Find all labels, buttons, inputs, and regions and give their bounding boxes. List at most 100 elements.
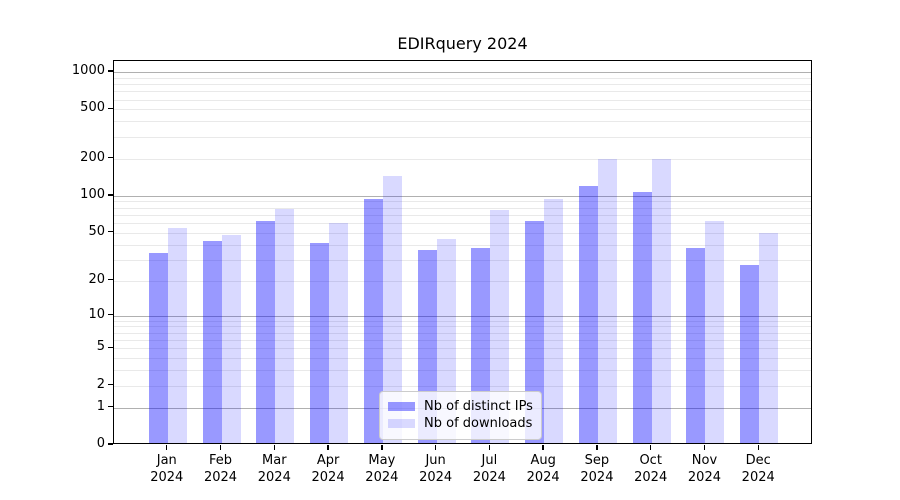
bar-distinct-ips-aug: [525, 221, 545, 443]
legend-label: Nb of downloads: [424, 416, 533, 431]
bar-downloads-may: [382, 175, 402, 443]
x-tick-label: Nov 2024: [687, 453, 721, 485]
bar-downloads-jul: [490, 209, 510, 443]
gridline-minor: [114, 223, 811, 225]
y-tick-mark: [108, 443, 113, 445]
bar-distinct-ips-nov: [686, 248, 706, 443]
legend-item-downloads: Nb of downloads: [388, 415, 533, 432]
x-tick-mark: [327, 444, 329, 450]
gridline-minor: [114, 385, 811, 387]
x-tick-mark: [219, 444, 222, 450]
y-tick-mark: [108, 70, 113, 72]
gridline-minor: [114, 99, 811, 101]
x-tick-label: Apr 2024: [311, 453, 345, 485]
gridline-minor: [114, 121, 811, 123]
gridline-minor: [114, 136, 811, 138]
x-tick-label: Jul 2024: [472, 453, 506, 485]
bar-distinct-ips-oct: [632, 192, 652, 443]
y-tick-label: 2: [96, 376, 105, 392]
gridline-minor: [114, 320, 811, 322]
y-tick-mark: [108, 405, 113, 408]
bar-distinct-ips-may: [363, 199, 383, 443]
bar-distinct-ips-mar: [256, 221, 276, 443]
x-tick-mark: [757, 444, 759, 450]
gridline-minor: [114, 332, 811, 334]
legend-item-distinct-ips: Nb of distinct IPs: [388, 398, 533, 415]
gridline-minor: [114, 214, 811, 216]
plot-area: Nb of distinct IPs Nb of downloads: [113, 60, 812, 444]
gridline-minor: [114, 358, 811, 360]
x-tick-mark: [273, 444, 275, 450]
gridline-minor: [114, 348, 811, 350]
gridline-minor: [114, 84, 811, 86]
x-tick-mark: [649, 444, 652, 450]
gridline-minor: [114, 91, 811, 93]
gridline-minor: [114, 232, 811, 234]
x-tick-label: Sep 2024: [580, 453, 614, 485]
bar-distinct-ips-sep: [578, 186, 598, 443]
x-tick-mark: [434, 444, 437, 450]
bar-downloads-jan: [167, 227, 187, 443]
y-tick-label: 100: [80, 186, 105, 202]
gridline-major: [114, 72, 811, 73]
y-tick-label: 5: [96, 339, 105, 355]
x-tick-mark: [542, 444, 544, 450]
legend-swatch-downloads: [388, 419, 415, 428]
bar-distinct-ips-jan: [148, 252, 168, 443]
gridline-minor: [114, 259, 811, 261]
y-tick-mark: [108, 107, 113, 110]
y-tick-mark: [108, 278, 113, 281]
x-tick-mark: [488, 444, 491, 450]
bar-downloads-nov: [705, 221, 725, 443]
chart-title: EDIRquery 2024: [397, 34, 528, 53]
x-tick-mark: [166, 444, 168, 450]
y-tick-mark: [108, 194, 113, 196]
bar-downloads-oct: [651, 158, 671, 443]
y-tick-label: 20: [88, 271, 105, 287]
x-tick-label: Mar 2024: [257, 453, 291, 485]
y-tick-label: 200: [80, 149, 105, 165]
gridline-minor: [114, 201, 811, 203]
y-tick-label: 1000: [71, 63, 105, 78]
gridline-minor: [114, 326, 811, 328]
bar-downloads-feb: [221, 235, 241, 443]
x-tick-mark: [596, 444, 598, 450]
gridline-minor: [114, 158, 811, 160]
gridline-minor: [114, 339, 811, 341]
bar-downloads-mar: [275, 209, 295, 443]
x-tick-mark: [381, 444, 383, 450]
bar-distinct-ips-apr: [310, 242, 330, 443]
y-tick-label: 500: [80, 100, 105, 116]
gridline-minor: [114, 370, 811, 372]
x-tick-label: Feb 2024: [203, 453, 238, 485]
bar-downloads-aug: [544, 198, 564, 443]
bar-downloads-dec: [759, 232, 779, 443]
gridline-minor: [114, 109, 811, 111]
legend-label: Nb of distinct IPs: [424, 399, 533, 414]
bar-downloads-apr: [329, 222, 349, 443]
y-tick-label: 1: [96, 398, 105, 414]
x-tick-label: Oct 2024: [634, 453, 668, 485]
gridline-major: [114, 315, 811, 317]
y-tick-mark: [108, 346, 113, 348]
y-tick-mark: [108, 383, 113, 386]
x-tick-label: May 2024: [365, 453, 399, 485]
y-tick-mark: [108, 313, 113, 316]
gridline-major: [114, 195, 811, 197]
y-tick-label: 0: [96, 436, 105, 451]
x-tick-label: Dec 2024: [741, 453, 775, 485]
bar-distinct-ips-feb: [202, 241, 222, 443]
x-tick-label: Jan 2024: [150, 453, 184, 485]
y-tick-mark: [108, 156, 113, 159]
bar-distinct-ips-dec: [740, 265, 760, 443]
x-tick-label: Aug 2024: [526, 453, 560, 485]
y-tick-mark: [108, 231, 113, 233]
gridline-minor: [114, 77, 811, 79]
y-tick-label: 10: [88, 306, 105, 322]
x-tick-mark: [703, 444, 706, 450]
x-tick-label: Jun 2024: [419, 453, 453, 485]
legend-swatch-distinct-ips: [388, 402, 415, 411]
bar-downloads-sep: [597, 159, 617, 443]
legend: Nb of distinct IPs Nb of downloads: [379, 391, 542, 440]
